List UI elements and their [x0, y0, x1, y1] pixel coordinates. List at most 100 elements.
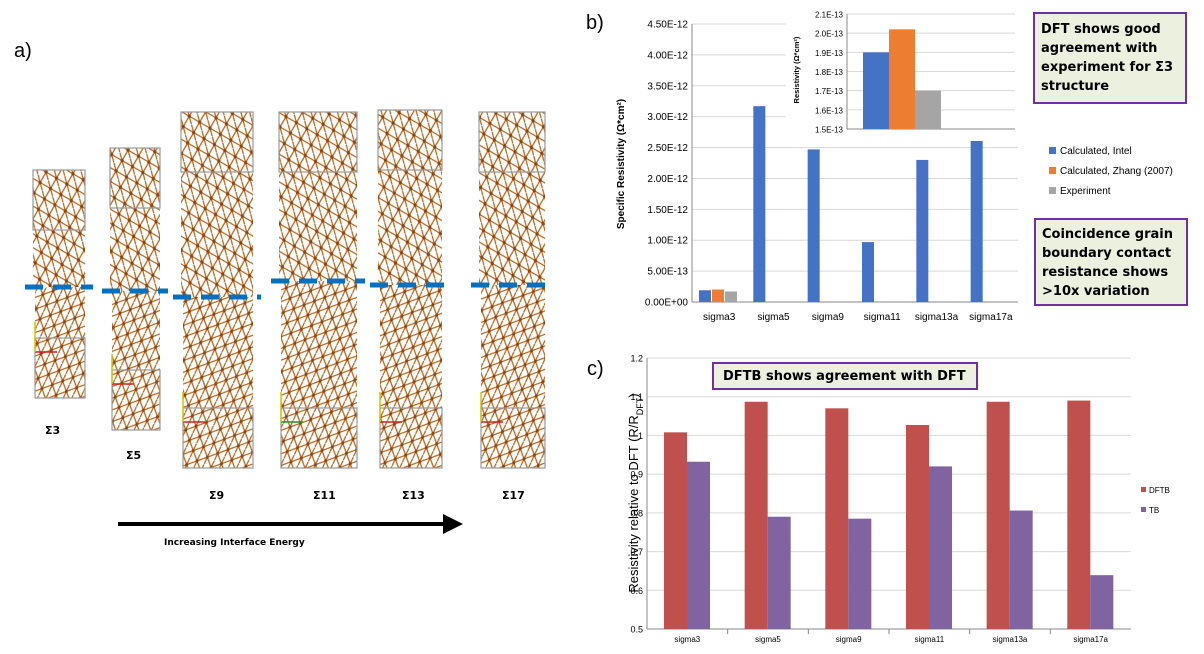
- y-tick-label: 1: [638, 431, 643, 441]
- x-tick-label: sigma13a: [915, 312, 959, 323]
- structure-label-s13: Σ13: [402, 489, 425, 502]
- supercell-box-top: [478, 111, 546, 173]
- supercell-box-top: [377, 109, 443, 171]
- x-tick-label: sigma5: [755, 635, 781, 644]
- x-tick-label: sigma3: [674, 635, 700, 644]
- bar-dftb-sigma3: [664, 432, 687, 629]
- y-tick-label: 1.2: [630, 354, 643, 364]
- x-tick-label: sigma3: [703, 312, 736, 323]
- crystal-grain-bottom: [112, 291, 160, 430]
- note-dft-experiment-text: DFT shows good agreement with experiment…: [1041, 22, 1173, 94]
- y-tick-label: 0.7: [630, 547, 643, 557]
- bar-tb-sigma9: [848, 518, 872, 629]
- supercell-box-top: [109, 147, 161, 209]
- panel-label-a: a): [14, 40, 32, 62]
- x-tick-label: sigma11: [915, 635, 945, 644]
- x-tick-label: sigma17a: [969, 312, 1013, 323]
- y-tick-label: 3.00E-12: [647, 112, 688, 123]
- grain-boundary-structures: [25, 109, 553, 534]
- legend-label: TB: [1149, 506, 1159, 515]
- arrow-label: Increasing Interface Energy: [164, 538, 305, 548]
- supercell-box-bottom: [480, 407, 546, 469]
- bar-tb-sigma17a: [1090, 575, 1114, 629]
- crystal-grain-top: [279, 112, 357, 281]
- bar-experiment-sigma3: [915, 90, 941, 129]
- x-tick-label: sigma13a: [993, 635, 1028, 644]
- x-tick-label: sigma5: [757, 312, 790, 323]
- supercell-box-top: [278, 111, 358, 173]
- legend-swatch: [1049, 187, 1056, 194]
- bar-tb-sigma5: [767, 516, 791, 629]
- bar-calculated-intel-sigma5: [753, 106, 766, 302]
- crystal-grain-bottom: [481, 285, 545, 468]
- crystal-grain-top: [181, 112, 253, 297]
- note-dftb-text: DFTB shows agreement with DFT: [723, 369, 966, 384]
- y-tick-label: 1.5E-13: [815, 126, 844, 135]
- y-tick-label: 0.8: [630, 508, 643, 518]
- x-tick-label: sigma9: [812, 312, 845, 323]
- note-coincidence: Coincidence grain boundary contact resis…: [1034, 218, 1188, 306]
- bar-calculated-intel-sigma11: [862, 242, 874, 302]
- y-tick-label: 4.00E-12: [647, 50, 688, 61]
- y-tick-label: 0.6: [630, 586, 643, 596]
- crystal-grain-bottom: [183, 297, 253, 468]
- y-tick-label: 4.50E-12: [647, 20, 688, 31]
- y-tick-label: 2.50E-12: [647, 143, 688, 154]
- y-tick-label: 1.9E-13: [815, 49, 844, 58]
- y-tick-label: 0.9: [630, 470, 643, 480]
- bar-calculated-zhang-2007--sigma3: [712, 289, 724, 302]
- bar-dftb-sigma9: [825, 408, 849, 629]
- bar-calculated-intel-sigma3: [863, 52, 889, 130]
- legend-label: DFTB: [1149, 486, 1170, 495]
- crystal-grain-top: [378, 110, 442, 285]
- bar-dftb-sigma17a: [1067, 400, 1091, 629]
- y-tick-label: 0.00E+00: [645, 298, 689, 309]
- supercell-box-top: [180, 111, 254, 173]
- y-tick-label: 3.50E-12: [647, 81, 688, 92]
- structure-label-s17: Σ17: [502, 489, 525, 502]
- y-tick-label: 1.50E-12: [647, 205, 688, 216]
- crystal-grain-top: [33, 170, 85, 287]
- bar-calculated-zhang-2007--sigma3: [889, 29, 915, 129]
- supercell-box-bottom: [379, 407, 443, 469]
- bar-tb-sigma3: [687, 461, 710, 629]
- supercell-box-top: [32, 169, 86, 231]
- crystal-grain-bottom: [380, 285, 442, 468]
- crystal-grain-bottom: [281, 281, 357, 468]
- legend-label: Calculated, Intel: [1060, 146, 1132, 157]
- supercell-box-bottom: [34, 337, 86, 399]
- crystal-grain-bottom: [35, 287, 85, 398]
- y-tick-label: 1.6E-13: [815, 106, 844, 115]
- note-dftb: DFTB shows agreement with DFT: [712, 362, 978, 390]
- bar-calculated-intel-sigma3: [699, 290, 711, 302]
- x-tick-label: sigma11: [864, 312, 901, 323]
- panel-label-c: c): [587, 358, 604, 380]
- bar-dftb-sigma5: [744, 401, 768, 629]
- bar-dftb-sigma13a: [986, 401, 1010, 629]
- bar-calculated-intel-sigma13a: [916, 159, 929, 302]
- legend-label: Calculated, Zhang (2007): [1060, 166, 1173, 177]
- y-tick-label: 1.00E-12: [647, 236, 688, 247]
- bar-tb-sigma13a: [1009, 510, 1033, 629]
- legend-swatch: [1049, 167, 1056, 174]
- supercell-box-bottom: [182, 407, 254, 469]
- inset-y-axis-label: Resistivity (Ω*cm²): [792, 36, 801, 103]
- structure-label-s5: Σ5: [126, 449, 142, 462]
- bar-experiment-sigma3: [725, 291, 737, 302]
- y-tick-label: 2.0E-13: [815, 30, 844, 39]
- structure-label-s9: Σ9: [209, 489, 225, 502]
- y-tick-label: 5.00E-13: [647, 267, 688, 278]
- y-tick-label: 2.00E-12: [647, 174, 688, 185]
- y-tick-label: 1.7E-13: [815, 87, 844, 96]
- crystal-grain-top: [479, 112, 545, 285]
- supercell-box-bottom: [280, 407, 358, 469]
- crystal-grain-top: [110, 148, 160, 291]
- note-dft-experiment: DFT shows good agreement with experiment…: [1033, 12, 1187, 104]
- legend-swatch: [1049, 147, 1056, 154]
- x-tick-label: sigma9: [836, 635, 862, 644]
- panel-label-b: b): [586, 12, 604, 34]
- bar-dftb-sigma11: [906, 424, 929, 629]
- legend-swatch: [1141, 507, 1146, 512]
- y-axis-label: Resistivity relative to DFT (R/RDFT): [626, 393, 645, 592]
